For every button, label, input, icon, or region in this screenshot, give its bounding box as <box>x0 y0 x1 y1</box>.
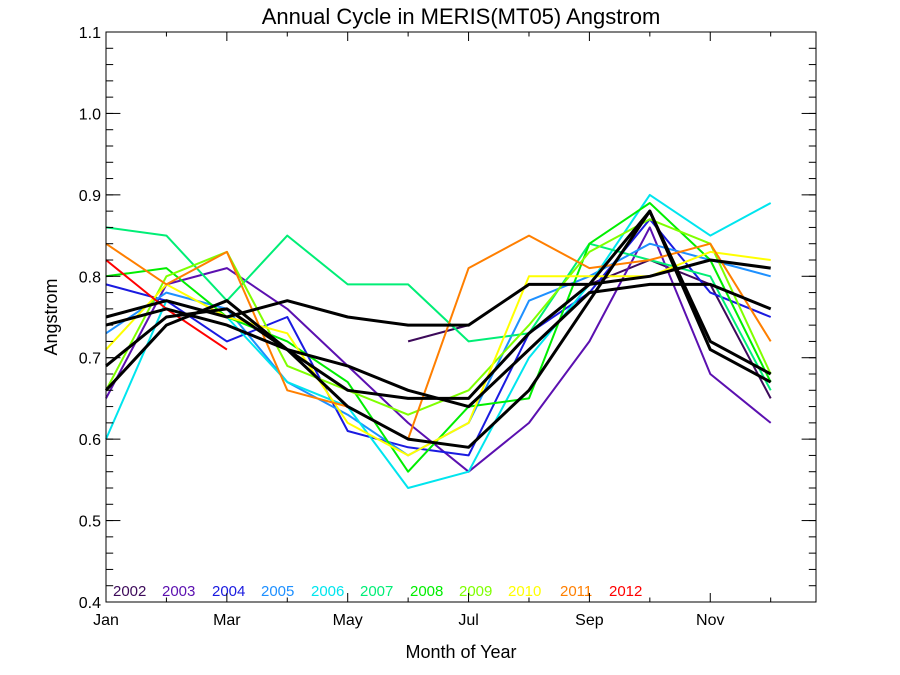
legend-entry-2004: 2004 <box>212 583 245 600</box>
x-tick-label: Nov <box>696 612 724 629</box>
x-tick-labels: Jan Mar May Jul Sep Nov <box>93 612 724 629</box>
x-axis-label: Month of Year <box>405 642 516 662</box>
series-line-black-11 <box>105 258 771 327</box>
y-axis-label: Angstrom <box>41 278 61 355</box>
series-line-2009 <box>105 218 772 416</box>
y-tick-label: 1.1 <box>79 25 101 42</box>
y-tick-label: 0.8 <box>79 269 101 286</box>
y-tick-label: 0.9 <box>79 188 101 205</box>
legend-entry-2007: 2007 <box>360 583 393 600</box>
chart-title: Annual Cycle in MERIS(MT05) Angstrom <box>262 4 661 29</box>
legend-entry-2010: 2010 <box>508 583 541 600</box>
series-line-black-13 <box>104 209 772 449</box>
legend-entry-2005: 2005 <box>261 583 294 600</box>
legend-entry-2003: 2003 <box>162 583 195 600</box>
legend-entry-2006: 2006 <box>311 583 344 600</box>
axis-ticks <box>105 31 816 603</box>
y-tick-label: 0.4 <box>79 595 101 612</box>
series-line-black-14 <box>105 282 772 409</box>
y-tick-label: 0.6 <box>79 432 101 449</box>
x-tick-label: Jan <box>93 612 119 629</box>
legend-entry-2012: 2012 <box>609 583 642 600</box>
series-line-2005 <box>105 242 771 457</box>
x-tick-label: May <box>333 612 363 629</box>
legend-entry-2009: 2009 <box>459 583 492 600</box>
legend-entry-2011: 2011 <box>560 583 592 600</box>
series-line-2007 <box>105 226 772 391</box>
legend: 2002 2003 2004 2005 2006 2007 2008 2009 2010 2011… <box>113 583 642 600</box>
series-line-2011 <box>105 234 772 441</box>
legend-entry-2002: 2002 <box>113 583 146 600</box>
x-tick-label: Sep <box>575 612 604 629</box>
y-tick-labels: 0.4 0.5 0.6 0.7 0.8 0.9 1.0 1.1 <box>79 25 101 612</box>
y-tick-label: 0.7 <box>79 351 101 368</box>
plot-frame <box>105 31 817 603</box>
x-tick-label: Mar <box>213 612 241 629</box>
plot-lines <box>104 193 772 489</box>
x-tick-label: Jul <box>458 612 478 629</box>
series-line-2008 <box>105 202 772 473</box>
y-tick-label: 1.0 <box>79 106 101 123</box>
y-tick-label: 0.5 <box>79 514 101 531</box>
series-line-2003 <box>105 226 772 473</box>
legend-entry-2008: 2008 <box>410 583 443 600</box>
